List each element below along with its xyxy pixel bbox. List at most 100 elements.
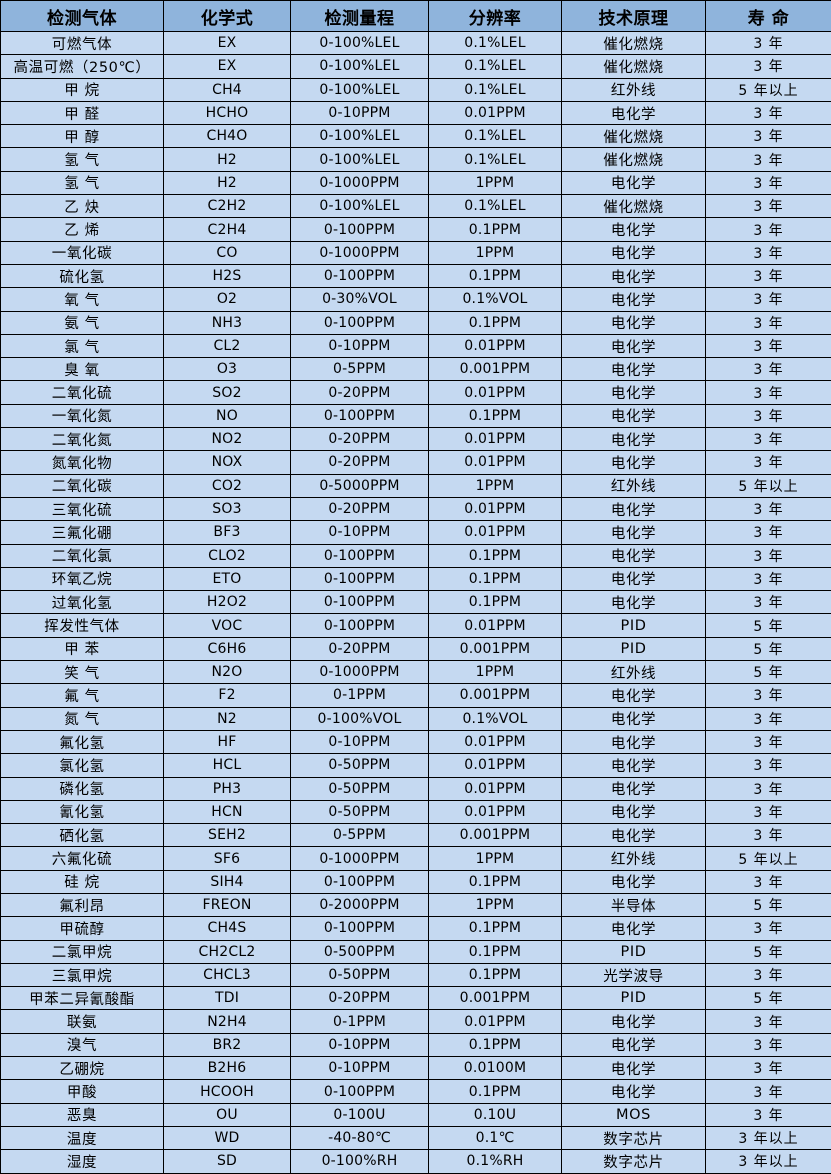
cell-gas: 氮氧化物 [1, 451, 164, 474]
cell-range: 0-50PPM [291, 754, 429, 777]
cell-gas: 氢 气 [1, 148, 164, 171]
cell-principle: PID [562, 637, 706, 660]
cell-formula: HCN [164, 800, 291, 823]
cell-gas: 甲 苯 [1, 637, 164, 660]
cell-range: -40-80℃ [291, 1126, 429, 1149]
cell-formula: B2H6 [164, 1057, 291, 1080]
cell-formula: SIH4 [164, 870, 291, 893]
cell-resolution: 1PPM [429, 241, 562, 264]
cell-formula: F2 [164, 684, 291, 707]
cell-formula: N2O [164, 661, 291, 684]
cell-resolution: 1PPM [429, 893, 562, 916]
cell-life: 3 年 [706, 730, 831, 753]
cell-principle: 电化学 [562, 567, 706, 590]
cell-resolution: 0.1%VOL [429, 707, 562, 730]
cell-principle: 电化学 [562, 777, 706, 800]
cell-formula: VOC [164, 614, 291, 637]
cell-range: 0-100PPM [291, 218, 429, 241]
cell-gas: 温度 [1, 1126, 164, 1149]
cell-gas: 氰化氢 [1, 800, 164, 823]
cell-principle: 电化学 [562, 218, 706, 241]
cell-range: 0-50PPM [291, 777, 429, 800]
cell-range: 0-100%RH [291, 1150, 429, 1173]
cell-gas: 氟化氢 [1, 730, 164, 753]
cell-life: 3 年 [706, 754, 831, 777]
cell-range: 0-100PPM [291, 917, 429, 940]
cell-resolution: 0.1%RH [429, 1150, 562, 1173]
cell-range: 0-10PPM [291, 1057, 429, 1080]
cell-principle: 电化学 [562, 730, 706, 753]
cell-life: 3 年 [706, 358, 831, 381]
cell-range: 0-100%LEL [291, 32, 429, 55]
cell-formula: NO2 [164, 428, 291, 451]
cell-principle: 数字芯片 [562, 1126, 706, 1149]
cell-principle: 电化学 [562, 591, 706, 614]
cell-resolution: 0.01PPM [429, 730, 562, 753]
cell-life: 3 年 [706, 800, 831, 823]
cell-resolution: 0.1PPM [429, 917, 562, 940]
cell-formula: WD [164, 1126, 291, 1149]
cell-formula: SD [164, 1150, 291, 1173]
cell-formula: O3 [164, 358, 291, 381]
cell-principle: 电化学 [562, 404, 706, 427]
cell-life: 3 年 [706, 1010, 831, 1033]
cell-range: 0-1000PPM [291, 171, 429, 194]
cell-formula: H2S [164, 264, 291, 287]
cell-life: 3 年 [706, 311, 831, 334]
cell-principle: 电化学 [562, 917, 706, 940]
cell-gas: 硅 烷 [1, 870, 164, 893]
cell-principle: 催化燃烧 [562, 125, 706, 148]
cell-resolution: 0.1%LEL [429, 195, 562, 218]
cell-resolution: 0.1PPM [429, 218, 562, 241]
column-header-principle: 技术原理 [562, 1, 706, 32]
cell-gas: 二氧化氮 [1, 428, 164, 451]
cell-gas: 甲 醛 [1, 101, 164, 124]
cell-gas: 磷化氢 [1, 777, 164, 800]
cell-principle: 红外线 [562, 474, 706, 497]
cell-life: 3 年 [706, 125, 831, 148]
cell-range: 0-1PPM [291, 1010, 429, 1033]
cell-life: 3 年 [706, 1103, 831, 1126]
cell-life: 3 年 [706, 1033, 831, 1056]
cell-gas: 高温可燃（250℃） [1, 55, 164, 78]
cell-range: 0-100U [291, 1103, 429, 1126]
cell-formula: O2 [164, 288, 291, 311]
cell-life: 5 年 [706, 614, 831, 637]
cell-formula: CO [164, 241, 291, 264]
cell-gas: 湿度 [1, 1150, 164, 1173]
cell-resolution: 0.1PPM [429, 940, 562, 963]
cell-resolution: 0.01PPM [429, 777, 562, 800]
table-header: 检测气体 化学式 检测量程 分辨率 技术原理 寿 命 [1, 1, 831, 32]
cell-resolution: 0.1%LEL [429, 125, 562, 148]
cell-resolution: 0.01PPM [429, 334, 562, 357]
cell-range: 0-10PPM [291, 1033, 429, 1056]
cell-resolution: 0.01PPM [429, 614, 562, 637]
cell-range: 0-20PPM [291, 451, 429, 474]
cell-gas: 乙 烯 [1, 218, 164, 241]
cell-resolution: 0.001PPM [429, 987, 562, 1010]
cell-principle: 红外线 [562, 78, 706, 101]
cell-life: 3 年 [706, 521, 831, 544]
cell-range: 0-100PPM [291, 264, 429, 287]
cell-formula: N2 [164, 707, 291, 730]
cell-range: 0-5PPM [291, 358, 429, 381]
cell-range: 0-20PPM [291, 381, 429, 404]
cell-range: 0-20PPM [291, 987, 429, 1010]
cell-formula: C2H4 [164, 218, 291, 241]
cell-life: 3 年 [706, 171, 831, 194]
cell-resolution: 0.0100M [429, 1057, 562, 1080]
cell-resolution: 0.001PPM [429, 684, 562, 707]
